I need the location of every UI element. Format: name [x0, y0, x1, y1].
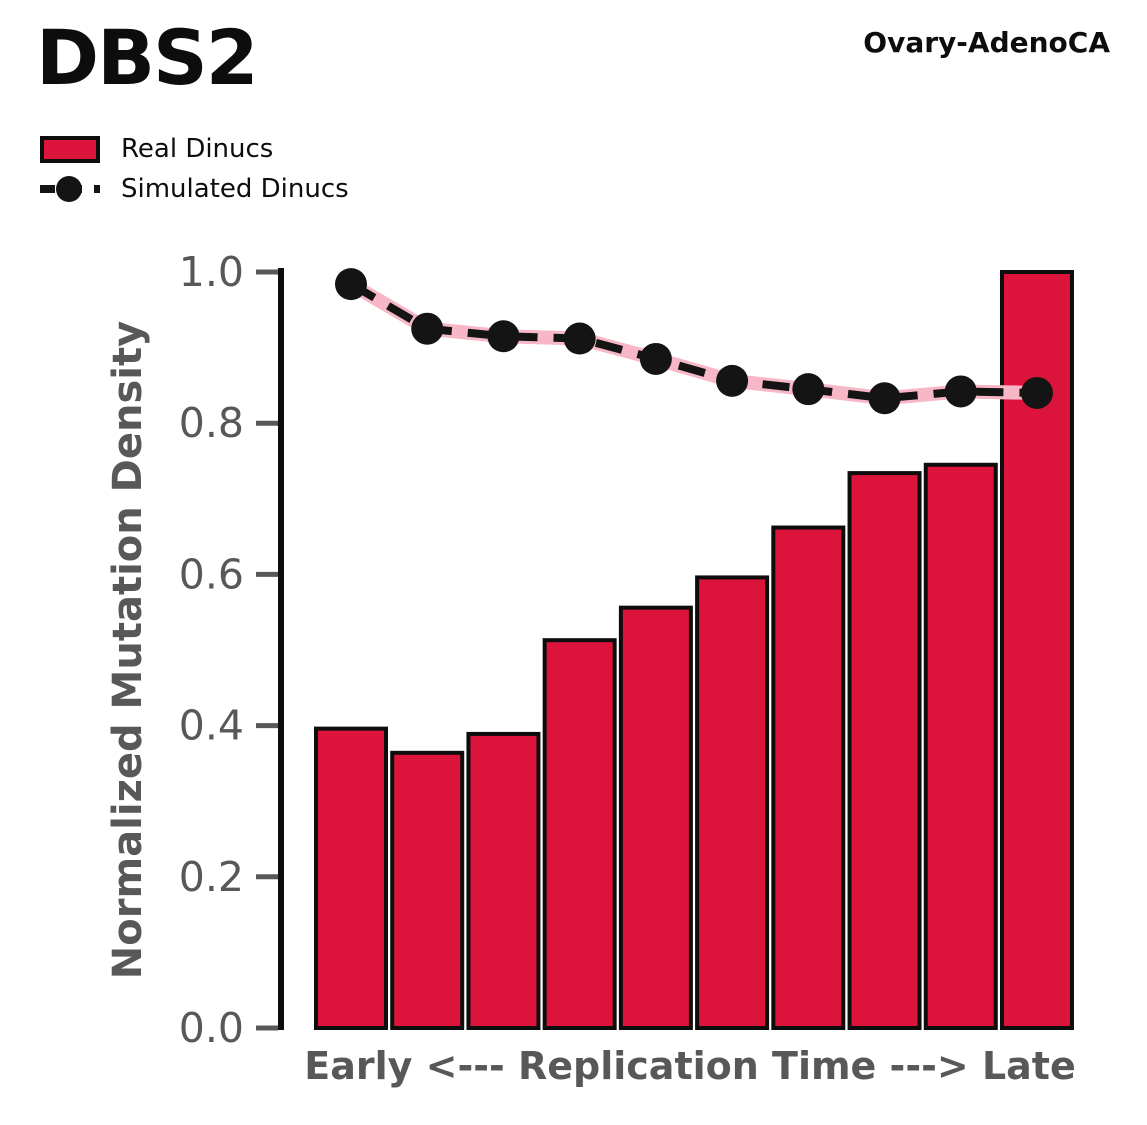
x-axis-label: Early <--- Replication Time ---> Late: [304, 1044, 1076, 1088]
legend: Real Dinucs Simulated Dinucs: [40, 129, 349, 209]
simulated-dinucs-marker-key: [40, 172, 100, 206]
legend-item-real-dinucs: Real Dinucs: [40, 129, 349, 169]
line-point: [716, 364, 749, 397]
line-point: [868, 382, 901, 415]
bar: [466, 731, 541, 1031]
legend-label-simulated-dinucs: Simulated Dinucs: [121, 174, 349, 204]
y-tick-label: 0.8: [179, 399, 244, 447]
line-underlay: [344, 277, 1044, 406]
sample-name-label: Ovary-AdenoCA: [863, 26, 1110, 59]
line-point: [792, 373, 825, 406]
bar: [542, 638, 617, 1030]
line-point: [944, 375, 977, 408]
bar: [771, 525, 846, 1030]
line-point: [639, 342, 672, 375]
bar: [314, 726, 388, 1031]
real-dinucs-swatch-key: [40, 135, 100, 163]
line-point: [335, 268, 367, 301]
page-title: DBS2: [36, 13, 259, 102]
bar: [847, 471, 922, 1030]
y-tick-label: 0.0: [179, 1004, 244, 1052]
line-point: [563, 322, 596, 355]
line-point: [487, 320, 520, 353]
dashed-line-marker-icon: [40, 176, 100, 202]
bar: [618, 605, 693, 1030]
bar-swatch-icon: [40, 135, 100, 163]
line-point: [411, 312, 444, 345]
bar: [923, 462, 998, 1030]
y-tick-label: 0.2: [179, 853, 244, 901]
bar: [390, 750, 465, 1030]
legend-label-real-dinucs: Real Dinucs: [121, 134, 274, 164]
line-point: [1020, 376, 1053, 409]
legend-item-simulated-dinucs: Simulated Dinucs: [40, 169, 349, 209]
bar: [695, 575, 770, 1030]
y-tick-label: 1.0: [179, 248, 244, 296]
y-tick-label: 0.4: [179, 702, 244, 750]
line-dashed: [348, 280, 1038, 403]
y-tick-label: 0.6: [179, 550, 244, 598]
